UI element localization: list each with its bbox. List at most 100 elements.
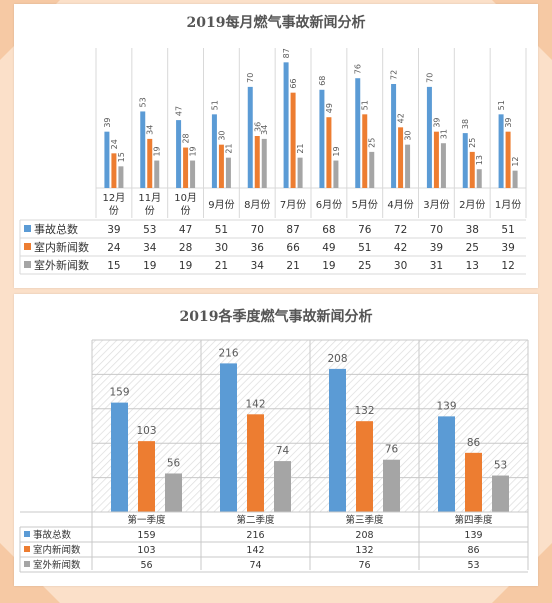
data-label: 39 — [504, 117, 513, 127]
bar-2 — [398, 127, 404, 188]
bar-1 — [211, 114, 217, 188]
table-cell: 47 — [179, 224, 192, 236]
data-label: 15 — [117, 152, 126, 162]
bar-3 — [297, 157, 303, 188]
table-cell: 51 — [501, 224, 514, 236]
category-label: 3月份 — [423, 199, 449, 211]
table-cell: 31 — [430, 260, 443, 272]
table-cell: 68 — [322, 224, 335, 236]
table-cell: 42 — [394, 242, 407, 254]
table-cell: 12 — [501, 260, 514, 272]
legend-name-1: 事故总数 — [33, 529, 72, 541]
data-label: 53 — [494, 460, 507, 472]
table-cell: 15 — [107, 260, 120, 272]
table-cell: 24 — [107, 242, 121, 254]
bar-3 — [369, 151, 375, 188]
table-cell: 21 — [286, 260, 299, 272]
table-cell: 76 — [358, 224, 372, 236]
data-label: 51 — [497, 100, 506, 110]
data-label: 47 — [175, 106, 184, 116]
bar-1 — [220, 363, 237, 512]
data-label: 208 — [327, 353, 347, 365]
data-label: 30 — [404, 130, 413, 140]
bar-2 — [469, 151, 475, 188]
legend-name-1: 事故总数 — [34, 222, 78, 236]
bar-2 — [147, 138, 153, 188]
bar-3 — [512, 170, 518, 188]
category-label-line1: 12月 — [103, 192, 126, 204]
bar-2 — [505, 131, 511, 188]
data-label: 19 — [332, 146, 341, 156]
legend-swatch-3 — [24, 561, 30, 567]
table-cell: 19 — [179, 260, 192, 272]
data-label: 42 — [397, 113, 406, 123]
data-label: 30 — [217, 130, 226, 140]
table-cell: 49 — [322, 242, 335, 254]
table-cell: 142 — [246, 545, 264, 556]
data-label: 51 — [361, 100, 370, 110]
category-label: 6月份 — [316, 199, 342, 211]
bar-2 — [218, 144, 224, 188]
bar-2 — [247, 414, 264, 512]
data-label: 74 — [276, 445, 290, 457]
bar-2 — [433, 131, 439, 188]
category-label: 第三季度 — [345, 514, 384, 526]
category-label: 第四季度 — [454, 514, 493, 526]
data-label: 19 — [153, 146, 162, 156]
data-label: 70 — [425, 73, 434, 83]
bar-3 — [274, 461, 291, 512]
data-label: 34 — [146, 125, 155, 135]
category-label: 9月份 — [208, 199, 234, 211]
data-label: 28 — [182, 133, 191, 143]
category-label-line1: 11月 — [138, 192, 161, 204]
bar-1 — [355, 78, 361, 188]
data-label: 12 — [511, 156, 520, 166]
data-label: 53 — [139, 97, 148, 107]
table-cell: 66 — [286, 242, 300, 254]
bar-1 — [462, 133, 468, 188]
category-label-line2: 份 — [181, 205, 191, 217]
data-label: 34 — [260, 125, 269, 135]
data-label: 216 — [218, 347, 238, 359]
bar-3 — [165, 473, 182, 512]
bar-1 — [140, 111, 146, 188]
category-label: 第二季度 — [236, 514, 275, 526]
bar-1 — [104, 131, 110, 188]
table-cell: 103 — [137, 545, 155, 556]
table-cell: 39 — [107, 224, 120, 236]
bar-2 — [111, 153, 117, 188]
data-label: 39 — [103, 117, 112, 127]
data-label: 56 — [167, 457, 181, 469]
data-label: 86 — [467, 437, 481, 449]
table-cell: 34 — [251, 260, 265, 272]
table-cell: 39 — [501, 242, 514, 254]
bar-3 — [154, 160, 160, 188]
bar-1 — [498, 114, 504, 188]
data-label: 38 — [461, 119, 470, 129]
table-cell: 38 — [466, 224, 479, 236]
bar-1 — [329, 368, 346, 512]
bar-3 — [492, 475, 509, 512]
quarterly-chart-svg: 159 103 56 第一季度 216 142 74 第二季度 208 132 76 第三季度 139 8… — [19, 339, 529, 573]
data-label: 139 — [436, 400, 456, 412]
category-label: 4月份 — [387, 199, 413, 211]
table-cell: 25 — [466, 242, 479, 254]
bar-1 — [391, 84, 397, 188]
category-label: 5月份 — [352, 199, 378, 211]
data-label: 36 — [253, 122, 262, 132]
category-label: 2月份 — [459, 199, 485, 211]
bar-3 — [476, 169, 482, 188]
bar-3 — [333, 160, 339, 188]
bar-2 — [254, 136, 260, 188]
data-label: 68 — [318, 76, 327, 86]
table-cell: 13 — [466, 260, 479, 272]
bar-3 — [440, 143, 446, 188]
category-label-line2: 份 — [145, 205, 155, 217]
data-label: 49 — [325, 103, 334, 113]
table-cell: 76 — [358, 560, 370, 571]
data-label: 25 — [368, 138, 377, 148]
legend-swatch-3 — [24, 261, 31, 268]
category-label: 8月份 — [244, 199, 270, 211]
table-cell: 70 — [430, 224, 443, 236]
